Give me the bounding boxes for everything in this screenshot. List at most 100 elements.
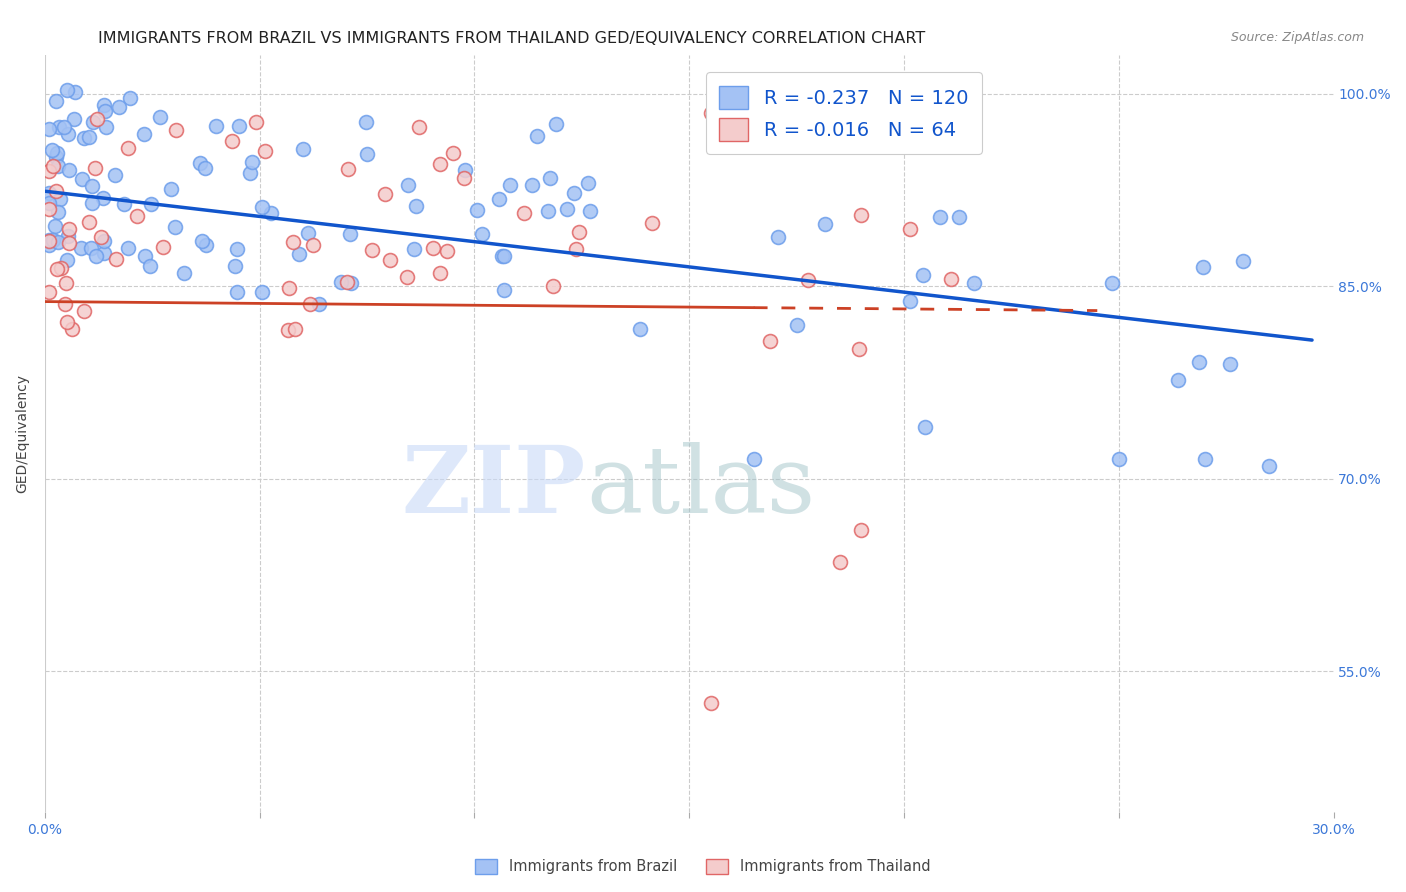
Point: [245, 114, 267, 128]
Point: [742, 452, 765, 467]
Point: [491, 249, 513, 263]
Point: [49, 192, 72, 206]
Point: [38, 202, 60, 216]
Point: [1219, 357, 1241, 371]
Point: [58, 163, 80, 178]
Point: [45, 94, 67, 108]
Point: [628, 322, 651, 336]
Point: [436, 244, 458, 258]
Point: [80, 195, 103, 210]
Point: [94, 120, 117, 134]
Point: [380, 252, 402, 267]
Point: [141, 197, 163, 211]
Point: [60, 322, 83, 336]
Point: [104, 252, 127, 267]
Point: [239, 166, 262, 180]
Point: [488, 193, 510, 207]
Point: [544, 117, 567, 131]
Point: [848, 342, 870, 356]
Point: [104, 168, 127, 182]
Point: [422, 241, 444, 255]
Point: [404, 242, 426, 256]
Point: [58, 236, 80, 251]
Point: [283, 235, 305, 249]
Point: [45, 150, 67, 164]
Point: [538, 171, 561, 186]
Point: [118, 91, 141, 105]
Point: [91, 191, 114, 205]
Point: [46, 160, 69, 174]
Point: [165, 123, 187, 137]
Point: [58, 222, 80, 236]
Text: Source: ZipAtlas.com: Source: ZipAtlas.com: [1230, 31, 1364, 45]
Point: [138, 259, 160, 273]
Point: [93, 234, 115, 248]
Point: [766, 230, 789, 244]
Text: IMMIGRANTS FROM BRAZIL VS IMMIGRANTS FROM THAILAND GED/EQUIVALENCY CORRELATION C: IMMIGRANTS FROM BRAZIL VS IMMIGRANTS FRO…: [98, 31, 925, 46]
Point: [568, 226, 591, 240]
Point: [112, 197, 135, 211]
Point: [467, 202, 489, 217]
Point: [46, 204, 69, 219]
Point: [278, 281, 301, 295]
Point: [786, 318, 808, 332]
Point: [42, 159, 65, 173]
Point: [454, 163, 477, 178]
Point: [641, 217, 664, 231]
Point: [939, 272, 962, 286]
Point: [205, 119, 228, 133]
Point: [45, 262, 67, 277]
Point: [254, 144, 277, 158]
Point: [298, 297, 321, 311]
Point: [160, 182, 183, 196]
Point: [70, 241, 93, 255]
Point: [898, 222, 921, 236]
Point: [405, 199, 427, 213]
Point: [699, 106, 721, 120]
Point: [38, 196, 60, 211]
Point: [226, 285, 249, 300]
Point: [58, 229, 80, 244]
Point: [260, 206, 283, 220]
Point: [340, 276, 363, 290]
Point: [396, 178, 419, 193]
Point: [38, 285, 60, 300]
Point: [336, 162, 359, 177]
Point: [45, 185, 67, 199]
Point: [339, 227, 361, 241]
Point: [471, 227, 494, 241]
Point: [46, 145, 69, 160]
Point: [224, 260, 246, 274]
Point: [759, 334, 782, 348]
Point: [1258, 458, 1281, 473]
Point: [94, 103, 117, 118]
Point: [429, 157, 451, 171]
Point: [63, 86, 86, 100]
Point: [42, 233, 65, 247]
Point: [849, 523, 872, 537]
Point: [84, 161, 107, 176]
Point: [1167, 373, 1189, 387]
Point: [73, 131, 96, 145]
Point: [55, 276, 77, 290]
Point: [194, 238, 217, 252]
Point: [38, 238, 60, 252]
Point: [1101, 277, 1123, 291]
Legend: R = -0.237   N = 120, R = -0.016   N = 64: R = -0.237 N = 120, R = -0.016 N = 64: [706, 72, 981, 154]
Point: [302, 238, 325, 252]
Point: [117, 141, 139, 155]
Point: [453, 170, 475, 185]
Point: [898, 293, 921, 308]
Point: [520, 178, 543, 193]
Point: [56, 252, 79, 267]
Point: [72, 171, 94, 186]
Point: [56, 315, 79, 329]
Point: [93, 245, 115, 260]
Point: [41, 143, 63, 157]
Point: [82, 179, 104, 194]
Point: [1108, 452, 1130, 467]
Point: [429, 266, 451, 280]
Point: [308, 297, 330, 311]
Point: [51, 260, 73, 275]
Point: [44, 219, 66, 233]
